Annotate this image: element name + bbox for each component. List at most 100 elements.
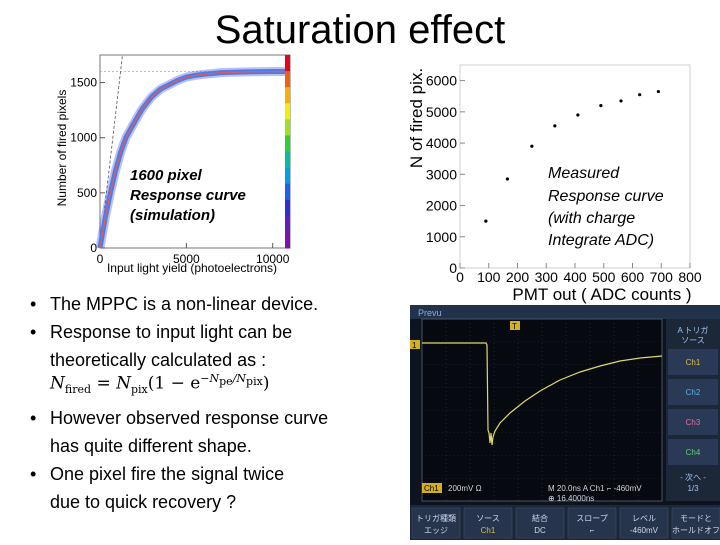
sim-response-band	[95, 67, 290, 249]
sim-annotation-line2: Response curve	[130, 187, 246, 204]
scope-menu-1: ソース	[681, 336, 705, 345]
scope-bottom-button-3[interactable]	[567, 507, 617, 539]
sim-ytick-label-1: 500	[77, 186, 97, 200]
meas-xtick-label-1: 100	[477, 269, 501, 285]
meas-xtick-label-3: 300	[535, 269, 559, 285]
scope-ch3-button[interactable]	[668, 409, 718, 435]
f-close: )	[262, 373, 270, 394]
meas-ylabel: N of fired pix.	[407, 68, 426, 168]
scope-bottom-button-4[interactable]	[619, 507, 669, 539]
sim-colorbar-seg-3	[285, 103, 290, 120]
sim-colorbar-seg-9	[285, 199, 290, 217]
sim-colorbar-seg-4	[285, 119, 290, 136]
meas-xtick-label-2: 200	[506, 269, 530, 285]
sim-xlabel: Input light yield (photoelectrons)	[107, 261, 277, 275]
f-exp-n-sub: pe	[219, 375, 233, 389]
meas-xtick-label-4: 400	[563, 269, 587, 285]
f-n-sub: pix	[130, 383, 148, 397]
sim-colorbar-seg-0	[285, 55, 290, 72]
scope-bottom-button-0[interactable]	[411, 507, 461, 539]
meas-tick-labels: 0 100 200 300 400 500 600 700 800010002000300040…	[426, 73, 702, 285]
f-exp-d-sub: pix	[246, 375, 263, 389]
meas-ytick-label-2: 2000	[426, 198, 457, 214]
measured-chart: N of fired pix. PMT out ( ADC counts ) 0…	[407, 64, 702, 304]
page-title: Saturation effect	[214, 8, 506, 52]
scope-bottom-label-3: スロープ	[576, 514, 608, 523]
bullet-4-cont: due to quick recovery ?	[50, 492, 237, 512]
scope-ch2-button[interactable]	[668, 379, 718, 405]
scope-trigger-marker	[510, 321, 520, 330]
bullet-3: However observed response curve	[28, 404, 388, 432]
sim-ytick-label-3: 1500	[70, 76, 97, 90]
scope-ground-marker	[410, 340, 420, 349]
bullet-4: One pixel fire the signal twice	[28, 460, 388, 488]
sim-colorbar-seg-8	[285, 183, 290, 201]
sim-colorbar-seg-6	[285, 151, 290, 169]
meas-point-0	[484, 219, 488, 223]
meas-xtick-label-5: 500	[592, 269, 616, 285]
f-exp-d: /N	[232, 372, 247, 385]
sim-annotation-line1: 1600 pixel	[130, 167, 203, 184]
scope-bottom-button-2[interactable]	[515, 507, 565, 539]
bullet-2: Response to input light can be	[28, 318, 388, 346]
sim-colorbar	[285, 55, 290, 249]
sim-xtick-label-1: 5000	[173, 252, 200, 266]
scope-bottom-button-1[interactable]	[463, 507, 513, 539]
response-formula: Nfired = Npix(1 − e−Npe/Npix)	[50, 372, 269, 396]
scope-ground-label: 1	[412, 341, 417, 350]
meas-xtick-label-0: 0	[456, 269, 464, 285]
scope-bottom-value-1: Ch1	[481, 526, 496, 535]
meas-point-4	[576, 113, 580, 117]
bullet-3-cont: has quite different shape.	[50, 436, 252, 456]
oscilloscope-screenshot: Prevu T 1 A トリガ ソース Ch1 Ch2 Ch3 Ch4 - 次へ…	[410, 305, 720, 540]
scope-bottom-label-0: トリガ種類	[416, 513, 456, 523]
meas-ytick-label-3: 3000	[426, 166, 457, 182]
meas-point-2	[530, 144, 534, 148]
meas-ytick-label-0: 0	[449, 260, 457, 276]
meas-point-7	[638, 93, 642, 97]
bullet-1: The MPPC is a non-linear device.	[28, 290, 388, 318]
scope-ch4-button[interactable]	[668, 439, 718, 465]
scope-menu-4: Ch3	[686, 418, 701, 427]
f-exp-n: −N	[200, 372, 220, 385]
sim-colorbar-seg-7	[285, 167, 290, 185]
sim-band-core	[99, 70, 290, 249]
meas-ytick-label-4: 4000	[426, 135, 457, 151]
bullet-list: The MPPC is a non-linear device. Respons…	[28, 290, 388, 516]
f-n: N	[116, 373, 131, 394]
f-open: (1 − e	[147, 373, 201, 394]
meas-annotation-line1: Measured	[548, 165, 620, 182]
scope-status-ch: Ch1	[424, 484, 439, 493]
meas-point-6	[619, 99, 623, 103]
sim-ytick-label-2: 1000	[70, 131, 97, 145]
meas-points	[484, 89, 660, 223]
scope-status-time: M 20.0ns A Ch1 ⌐ -460mV	[548, 484, 642, 493]
scope-brand: Prevu	[418, 308, 442, 318]
scope-bottom-label-4: レベル	[632, 514, 656, 523]
meas-xtick-label-8: 800	[678, 269, 702, 285]
scope-trigger-label: T	[512, 322, 517, 331]
sim-ytick-label-0: 0	[90, 241, 97, 255]
meas-point-8	[656, 89, 660, 94]
f-eq: =	[96, 373, 111, 394]
bullet-2-cont: theoretically calculated as :	[50, 350, 267, 370]
scope-ch1-button[interactable]	[668, 349, 718, 375]
scope-status-delay: ⊕ 16.4000ns	[548, 494, 594, 503]
scope-menu-6: - 次へ -	[680, 472, 706, 482]
sim-annotation-line3: (simulation)	[130, 207, 215, 224]
scope-menu-0: A トリガ	[677, 325, 708, 335]
sim-colorbar-seg-1	[285, 71, 290, 88]
scope-bottom-button-5[interactable]	[671, 507, 720, 539]
meas-annotation-line4: Integrate ADC)	[548, 232, 654, 249]
sim-ylabel: Number of fired pixels	[55, 90, 69, 207]
meas-ytick-label-6: 6000	[426, 73, 457, 89]
meas-xlabel: PMT out ( ADC counts )	[512, 285, 691, 304]
scope-bottom-value-5: ホールドオフ	[672, 526, 720, 535]
meas-annotation-line2: Response curve	[548, 188, 664, 205]
scope-bottom-value-0: エッジ	[424, 526, 448, 535]
meas-point-3	[553, 124, 557, 128]
scope-bottom-label-5: モードと	[680, 514, 712, 523]
meas-xtick-label-7: 700	[650, 269, 674, 285]
scope-bottom-value-2: DC	[534, 526, 546, 535]
